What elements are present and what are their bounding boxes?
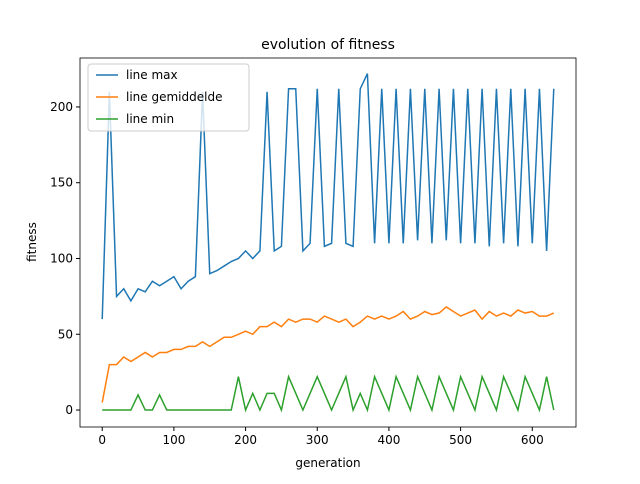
series-line (101, 306, 555, 403)
x-tick-label: 600 (521, 433, 544, 447)
chart-title: evolution of fitness (261, 37, 395, 53)
x-tick-label: 300 (306, 433, 329, 447)
y-tick-label: 50 (58, 327, 73, 341)
legend-label: line gemiddelde (126, 90, 222, 104)
y-tick-label: 100 (50, 251, 73, 265)
x-tick-label: 100 (162, 433, 185, 447)
y-axis-label: fitness (25, 222, 39, 262)
series-line (102, 374, 555, 413)
y-tick-label: 150 (50, 176, 73, 190)
y-tick-label: 0 (65, 403, 73, 417)
x-tick-label: 200 (234, 433, 257, 447)
y-tick-label: 200 (50, 100, 73, 114)
legend-label: line max (126, 68, 178, 82)
legend-box (87, 63, 250, 132)
x-tick-label: 400 (377, 433, 400, 447)
x-tick-label: 0 (98, 433, 106, 447)
legend-label: line min (126, 112, 174, 126)
series-line (101, 73, 555, 320)
x-tick-label: 500 (449, 433, 472, 447)
x-axis-label: generation (295, 456, 360, 470)
plot-frame (79, 57, 577, 428)
